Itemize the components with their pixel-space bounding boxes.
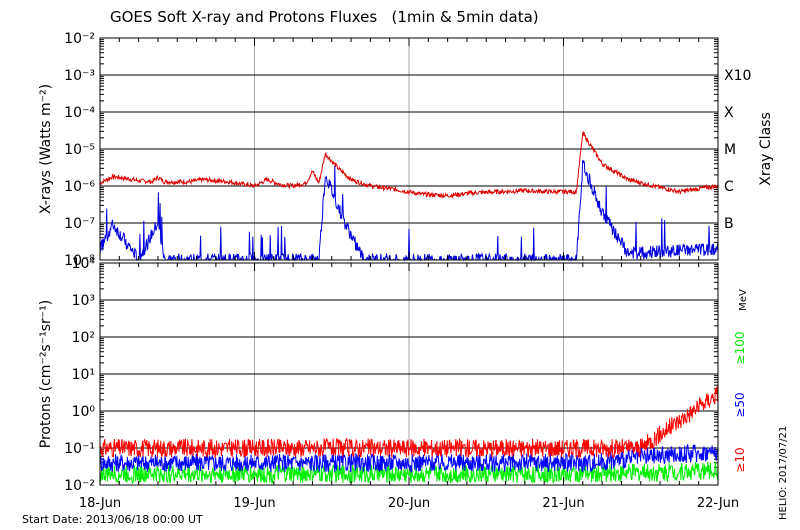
xray-class-label: B [724, 216, 734, 232]
x-tick-label: 18-Jun [79, 496, 121, 511]
xray-panel: 10⁻⁸ 10⁻⁷ 10⁻⁶ 10⁻⁵ 10⁻⁴ 10⁻³ 10⁻² B C M X X10 X-r… [38, 31, 774, 269]
xray-class-label: X10 [724, 68, 751, 84]
xray-grid [100, 38, 718, 260]
y-tick-label: 10⁴ [72, 256, 96, 272]
proton-series [99, 385, 719, 485]
y-tick-label: 10² [72, 330, 95, 346]
y-tick-label: 10³ [72, 293, 95, 309]
y-tick-label: 10⁻³ [64, 68, 95, 84]
x-tick-label: 22-Jun [697, 496, 739, 511]
x-tick-label: 21-Jun [542, 496, 584, 511]
xray-class-label: C [724, 179, 734, 195]
start-date: Start Date: 2013/06/18 00:00 UT [22, 513, 203, 526]
proton-legend-label: ≥100 [733, 332, 747, 365]
x-tick-labels: 18-Jun 19-Jun 20-Jun 21-Jun 22-Jun [79, 38, 739, 511]
proton-legend-label: ≥50 [733, 392, 747, 417]
y-tick-label: 10⁻¹ [64, 441, 95, 457]
proton-legend-label: ≥10 [733, 447, 747, 472]
y-tick-label: 10⁻² [64, 31, 95, 47]
proton-panel: 10⁻² 10⁻¹ 10⁰ 10¹ 10² 10³ 10⁴ ≥100 ≥50 ≥10 Proto… [38, 256, 749, 494]
xray-axis-label: X-rays (Watts m⁻²) [38, 84, 54, 214]
proton-ytick-labels: 10⁻² 10⁻¹ 10⁰ 10¹ 10² 10³ 10⁴ [64, 256, 95, 494]
proton-axis-label: Protons (cm⁻²s⁻¹sr⁻¹) [38, 300, 54, 449]
y-tick-label: 10⁻⁶ [64, 179, 95, 195]
xray-ytick-labels: 10⁻⁸ 10⁻⁷ 10⁻⁶ 10⁻⁵ 10⁻⁴ 10⁻³ 10⁻² [64, 31, 95, 269]
y-tick-label: 10⁻⁵ [64, 142, 95, 158]
y-tick-label: 10¹ [72, 367, 95, 383]
proton-unit-label: MeV [738, 289, 749, 311]
chart-title: GOES Soft X-ray and Protons Fluxes (1min… [110, 8, 539, 26]
proton-series-line [99, 443, 719, 474]
y-tick-label: 10⁻⁷ [64, 216, 95, 232]
helio-credit: HELIO: 2017/07/21 [778, 425, 789, 520]
x-tick-label: 19-Jun [233, 496, 275, 511]
x-tick-label: 20-Jun [388, 496, 430, 511]
xray-class-label: M [724, 142, 736, 158]
y-tick-label: 10⁰ [72, 404, 96, 420]
y-tick-label: 10⁻⁴ [64, 105, 95, 121]
y-tick-label: 10⁻² [64, 478, 95, 494]
xray-class-label: X [724, 105, 734, 121]
y-tick-label: 10⁻⁸ [64, 253, 95, 269]
xray-series-line [99, 131, 719, 199]
proton-series-line [99, 461, 719, 485]
xray-class-axis-title: Xray Class [758, 112, 774, 186]
proton-series-line [99, 385, 719, 459]
proton-legend: ≥100 ≥50 ≥10 [733, 332, 747, 473]
xray-class-labels: B C M X X10 [724, 68, 751, 232]
